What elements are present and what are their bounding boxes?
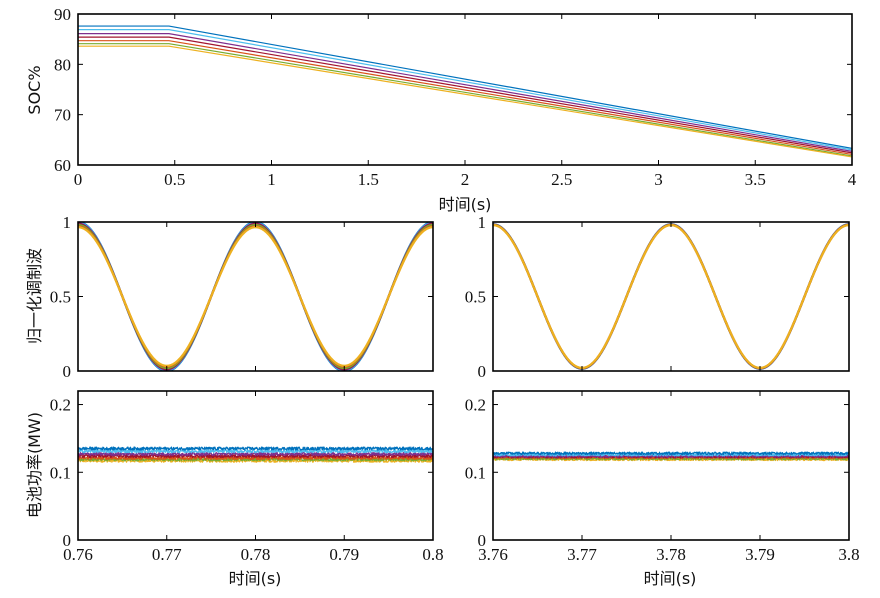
y-tick-label: 0 <box>478 531 487 550</box>
x-tick-label: 3.5 <box>745 170 766 189</box>
series-line-6 <box>78 45 852 158</box>
series-line-3 <box>78 223 433 370</box>
series-line-6 <box>493 224 849 369</box>
x-tick-label: 1.5 <box>358 170 379 189</box>
battery-power-chart-right: 0 0.1 0.2 3.76 3.77 3.78 3.79 3.8 时间(s) <box>465 390 860 588</box>
series-line-6 <box>78 226 433 367</box>
y-tick-label: 0.2 <box>50 396 71 415</box>
x-axis-label: 时间(s) <box>229 569 282 588</box>
series-line-4 <box>78 40 852 156</box>
y-axis-label: 电池功率(MW) <box>25 412 44 518</box>
y-tick-label: 0.5 <box>465 288 486 307</box>
plot-area <box>78 25 852 158</box>
series-line-5 <box>78 225 433 368</box>
x-tick-label: 0.77 <box>152 545 182 564</box>
series-line-4 <box>78 451 433 457</box>
series-line-4 <box>493 223 849 370</box>
series-line-6 <box>493 451 849 456</box>
axes-frame <box>492 390 850 541</box>
y-tick-label: 1 <box>63 213 72 232</box>
series-line-1 <box>78 222 433 371</box>
x-tick-label: 0.5 <box>164 170 185 189</box>
x-axis-label: 时间(s) <box>644 569 697 588</box>
y-tick-label: 0 <box>63 531 72 550</box>
x-tick-label: 3.76 <box>478 545 508 564</box>
x-tick-label: 0.76 <box>63 545 93 564</box>
series-line-5 <box>78 43 852 157</box>
series-line-1 <box>78 29 852 151</box>
x-tick-label: 1 <box>267 170 276 189</box>
plot-area <box>493 451 849 462</box>
x-tick-label: 0 <box>74 170 83 189</box>
axes-frame <box>492 221 850 372</box>
battery-power-chart-left: 0 0.1 0.2 0.76 0.77 0.78 0.79 0.8 电池功率(MW) 时间(s) <box>25 390 444 588</box>
soc-chart: 60 70 80 90 0 0.5 1 1.5 2 2.5 3 3.5 4 SOC% 时间(s) <box>25 5 857 214</box>
y-tick-label: 0.1 <box>465 463 486 482</box>
x-tick-label: 2.5 <box>551 170 572 189</box>
x-tick-label: 3.77 <box>567 545 597 564</box>
series-line-0 <box>78 222 433 371</box>
series-line-6 <box>78 446 433 451</box>
y-tick-label: 0.2 <box>465 396 486 415</box>
modulation-wave-chart-right: 00.51 <box>465 213 850 381</box>
y-axis-label: 归一化调制波 <box>25 248 44 344</box>
series-line-5 <box>493 223 849 370</box>
y-tick-label: 70 <box>54 106 71 125</box>
y-tick-label: 80 <box>54 55 71 74</box>
series-line-2 <box>78 222 433 371</box>
y-tick-label: 0 <box>478 362 487 381</box>
x-tick-label: 4 <box>848 170 857 189</box>
x-tick-label: 0.79 <box>329 545 359 564</box>
y-tick-label: 1 <box>478 213 487 232</box>
series-line-2 <box>493 223 849 370</box>
y-tick-label: 90 <box>54 5 71 24</box>
x-tick-label: 0.8 <box>422 545 443 564</box>
series-line-1 <box>493 223 849 370</box>
modulation-wave-chart-left: 0 0.5 1 归一化调制波 <box>25 213 434 381</box>
plot-area <box>493 223 849 370</box>
series-line-5 <box>78 449 433 454</box>
y-axis-label: SOC% <box>25 65 44 114</box>
series-line-3 <box>78 36 852 154</box>
plot-area <box>78 446 433 463</box>
series-line-2 <box>78 33 852 153</box>
x-tick-label: 0.78 <box>241 545 271 564</box>
axes-frame <box>77 221 434 372</box>
y-tick-label: 60 <box>54 156 71 175</box>
axes-frame <box>77 390 434 541</box>
plot-area <box>78 222 433 371</box>
series-line-3 <box>493 223 849 370</box>
y-tick-label: 0.1 <box>50 463 71 482</box>
y-tick-label: 0.5 <box>50 288 71 307</box>
x-tick-label: 3.78 <box>656 545 686 564</box>
series-line-4 <box>78 223 433 370</box>
y-tick-label: 0 <box>63 362 72 381</box>
x-tick-label: 3 <box>654 170 663 189</box>
x-tick-label: 3.79 <box>745 545 775 564</box>
series-line-0 <box>493 223 849 370</box>
series-line-0 <box>78 25 852 149</box>
x-tick-label: 2 <box>461 170 470 189</box>
x-tick-label: 3.8 <box>838 545 859 564</box>
x-axis-label: 时间(s) <box>439 195 492 214</box>
